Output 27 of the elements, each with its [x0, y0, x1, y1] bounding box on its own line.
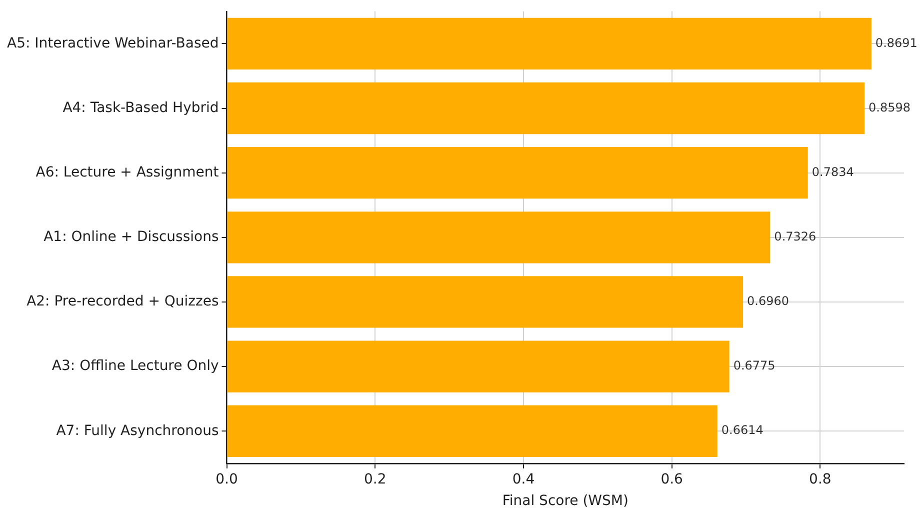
- x-tick-label: 0.8: [809, 471, 832, 488]
- data-label: 0.6775: [733, 358, 776, 373]
- bar: [227, 276, 744, 328]
- bar: [227, 212, 770, 264]
- bar: [227, 82, 865, 134]
- y-tick-label: A5: Interactive Webinar-Based: [6, 35, 219, 52]
- data-label: 0.6614: [721, 423, 764, 438]
- bar: [227, 340, 730, 392]
- data-label: 0.8598: [868, 100, 911, 114]
- x-tick-label: 0.2: [364, 471, 386, 488]
- y-tick-label: A3: Offline Lecture Only: [52, 358, 219, 374]
- bar: [227, 405, 718, 457]
- y-tick-label: A2: Pre-recorded + Quizzes: [26, 294, 219, 310]
- data-label: 0.8691: [875, 36, 918, 50]
- x-tick-label: 0.4: [512, 471, 535, 488]
- x-tick-label: 0.0: [216, 471, 238, 488]
- bar: [227, 147, 808, 199]
- y-tick-label: A4: Task-Based Hybrid: [62, 100, 219, 116]
- y-tick-label: A7: Fully Asynchronous: [56, 422, 219, 439]
- x-axis-title: Final Score (WSM): [502, 493, 628, 510]
- y-tick-label: A1: Online + Discussions: [44, 229, 219, 246]
- data-label: 0.6960: [747, 294, 790, 308]
- data-label: 0.7834: [812, 164, 854, 179]
- data-label: 0.7326: [774, 230, 816, 244]
- x-tick-label: 0.6: [660, 471, 684, 488]
- y-tick-label: A6: Lecture + Assignment: [36, 164, 220, 180]
- bar: [227, 18, 872, 70]
